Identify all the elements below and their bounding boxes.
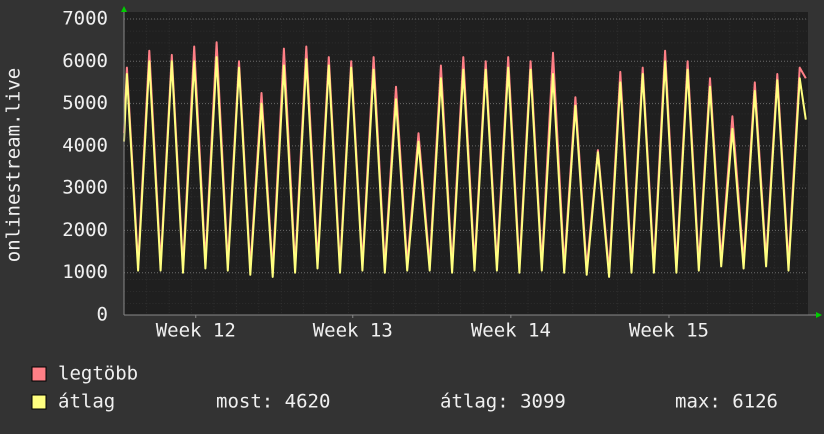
axis-arrow (121, 6, 127, 12)
y-tick-label: 1000 (62, 261, 108, 283)
legend-stat: átlag: 3099 (440, 391, 566, 413)
legend-swatch (31, 366, 47, 382)
y-tick-label: 5000 (62, 92, 108, 114)
legend-label: átlag (58, 391, 115, 413)
x-tick-label: Week 13 (313, 320, 393, 342)
legend-stat: max: 6126 (675, 391, 778, 413)
legend-swatch (31, 394, 47, 410)
legend-label: legtöbb (58, 363, 138, 385)
axis-arrow (816, 312, 822, 318)
legend-stat: most: 4620 (216, 391, 330, 413)
y-tick-label: 2000 (62, 219, 108, 241)
y-tick-label: 4000 (62, 134, 108, 156)
y-axis-label: onlinestream.live (3, 68, 25, 262)
y-tick-label: 6000 (62, 50, 108, 72)
series-line (123, 56, 807, 278)
x-tick-label: Week 14 (471, 320, 551, 342)
y-tick-label: 7000 (62, 8, 108, 30)
x-tick-label: Week 12 (156, 320, 236, 342)
y-tick-label: 3000 (62, 177, 108, 199)
y-tick-label: 0 (97, 304, 108, 326)
x-tick-label: Week 15 (629, 320, 709, 342)
